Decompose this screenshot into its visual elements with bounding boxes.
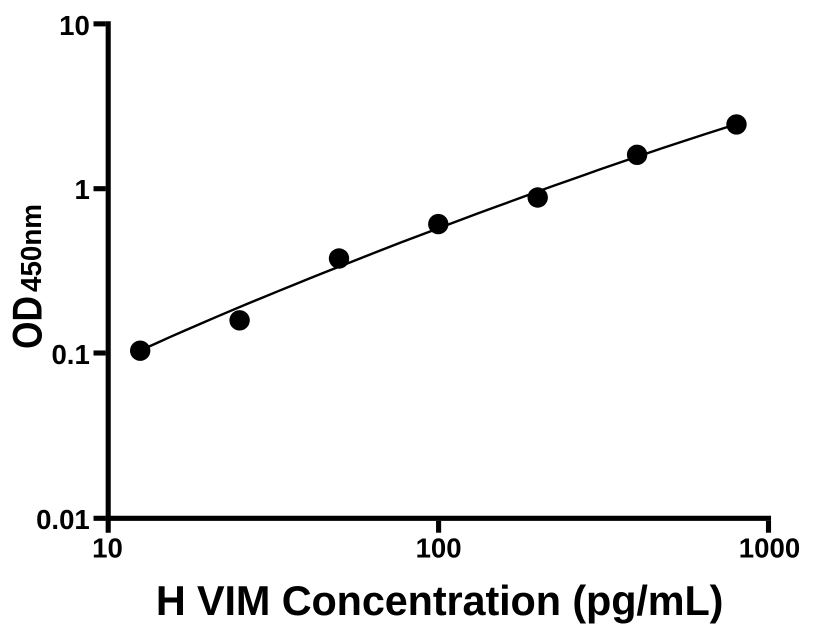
svg-text:10: 10 xyxy=(59,10,90,41)
svg-text:0.01: 0.01 xyxy=(36,504,90,535)
svg-text:H VIM Concentration (pg/mL): H VIM Concentration (pg/mL) xyxy=(156,578,724,624)
svg-text:450nm: 450nm xyxy=(16,204,48,292)
svg-text:0.1: 0.1 xyxy=(51,339,89,370)
svg-text:10: 10 xyxy=(92,533,123,564)
svg-text:1000: 1000 xyxy=(739,533,800,564)
svg-text:OD: OD xyxy=(5,296,51,349)
svg-text:100: 100 xyxy=(416,533,462,564)
svg-text:1: 1 xyxy=(74,174,89,205)
